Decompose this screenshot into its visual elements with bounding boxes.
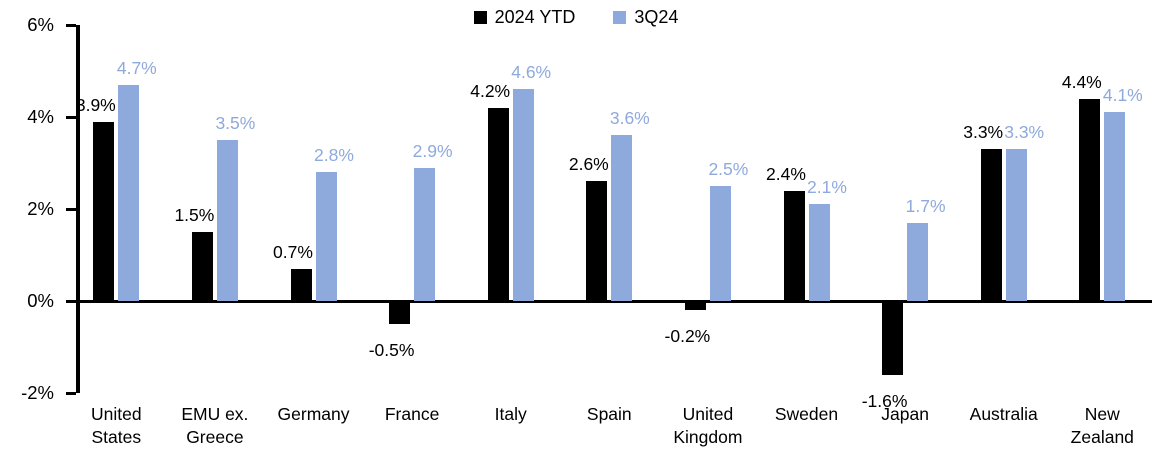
bar-3q24-sweden xyxy=(808,204,830,301)
legend-swatch-3q24 xyxy=(613,10,627,24)
data-label-3q24-italy: 4.6% xyxy=(511,62,552,83)
data-label-2024-ytd-spain: 2.6% xyxy=(568,154,609,175)
legend-swatch-2024-ytd xyxy=(473,10,487,24)
data-label-3q24-germany: 2.8% xyxy=(314,145,354,166)
data-label-3q24-france: 2.9% xyxy=(412,140,453,161)
bar-3q24-germany xyxy=(315,172,337,301)
bar-2024-ytd-emu-ex-greece xyxy=(191,232,213,301)
legend-item-3q24: 3Q24 xyxy=(613,7,678,27)
data-label-3q24-new-zealand: 4.1% xyxy=(1102,85,1143,106)
category-label-united-states: United States xyxy=(91,404,142,447)
category-label-sweden: Sweden xyxy=(774,404,839,424)
data-label-3q24-united-states: 4.7% xyxy=(116,57,157,78)
y-axis-tick-label: -2% xyxy=(21,382,54,403)
y-axis-tick-label: 6% xyxy=(27,14,54,35)
category-label-emu-ex-greece: EMU ex. Greece xyxy=(181,404,249,447)
y-axis-tick-label: 4% xyxy=(27,106,54,127)
data-label-2024-ytd-united-kingdom: -0.2% xyxy=(664,326,711,347)
bar-3q24-emu-ex-greece xyxy=(216,140,238,301)
bar-2024-ytd-united-kingdom xyxy=(684,301,706,311)
bar-3q24-japan xyxy=(907,222,929,301)
y-axis-line xyxy=(76,25,80,393)
data-label-2024-ytd-united-states: 3.9% xyxy=(75,94,116,115)
data-label-3q24-japan: 1.7% xyxy=(905,195,946,216)
category-label-japan: Japan xyxy=(881,404,929,424)
category-label-france: France xyxy=(384,404,440,424)
bar-2024-ytd-germany xyxy=(290,268,312,301)
bar-2024-ytd-italy xyxy=(487,107,509,301)
data-label-2024-ytd-new-zealand: 4.4% xyxy=(1061,71,1102,92)
bar-2024-ytd-australia xyxy=(980,149,1002,301)
bar-3q24-spain xyxy=(611,135,633,301)
y-axis-tick xyxy=(66,392,76,395)
category-label-new-zealand: New Zealand xyxy=(1070,404,1134,447)
category-label-united-kingdom: United Kingdom xyxy=(673,404,743,447)
data-label-2024-ytd-emu-ex-greece: 1.5% xyxy=(174,205,215,225)
y-axis-tick xyxy=(66,300,76,303)
data-label-3q24-australia: 3.3% xyxy=(1004,122,1045,143)
data-label-2024-ytd-australia: 3.3% xyxy=(963,122,1004,143)
y-axis-tick xyxy=(66,208,76,211)
bar-3q24-italy xyxy=(512,89,534,301)
data-label-3q24-spain: 3.6% xyxy=(609,108,650,129)
bar-3q24-united-kingdom xyxy=(709,186,731,301)
category-label-germany: Germany xyxy=(277,404,350,424)
bar-3q24-france xyxy=(414,167,436,301)
data-label-2024-ytd-germany: 0.7% xyxy=(273,241,313,262)
bar-3q24-united-states xyxy=(118,84,140,301)
y-axis-tick-label: 0% xyxy=(27,290,54,311)
y-axis-tick xyxy=(66,24,76,27)
data-label-2024-ytd-italy: 4.2% xyxy=(470,80,511,101)
category-label-spain: Spain xyxy=(586,404,632,424)
data-label-3q24-united-kingdom: 2.5% xyxy=(708,159,749,179)
bar-2024-ytd-france xyxy=(389,301,411,324)
bar-3q24-new-zealand xyxy=(1104,112,1126,301)
data-label-2024-ytd-france: -0.5% xyxy=(368,340,415,360)
bar-3q24-australia xyxy=(1005,149,1027,301)
category-label-italy: Italy xyxy=(494,404,527,424)
bar-2024-ytd-sweden xyxy=(783,190,805,301)
legend-label-3q24: 3Q24 xyxy=(634,7,679,27)
bar-2024-ytd-japan xyxy=(882,301,904,375)
bar-2024-ytd-united-states xyxy=(93,121,115,301)
legend-item-2024-ytd: 2024 YTD xyxy=(473,7,576,27)
data-label-2024-ytd-sweden: 2.4% xyxy=(766,163,806,184)
x-axis-line xyxy=(76,300,1152,303)
category-label-australia: Australia xyxy=(969,404,1038,424)
data-label-2024-ytd-japan: -1.6% xyxy=(861,390,908,411)
bar-2024-ytd-spain xyxy=(586,181,608,301)
chart-legend: 2024 YTD 3Q24 xyxy=(0,7,1152,27)
legend-label-2024-ytd: 2024 YTD xyxy=(494,7,576,27)
data-label-3q24-emu-ex-greece: 3.5% xyxy=(215,113,256,133)
y-axis-tick xyxy=(66,116,76,119)
bar-2024-ytd-new-zealand xyxy=(1079,98,1101,301)
data-label-3q24-sweden: 2.1% xyxy=(807,177,847,198)
y-axis-tick-label: 2% xyxy=(27,198,54,219)
